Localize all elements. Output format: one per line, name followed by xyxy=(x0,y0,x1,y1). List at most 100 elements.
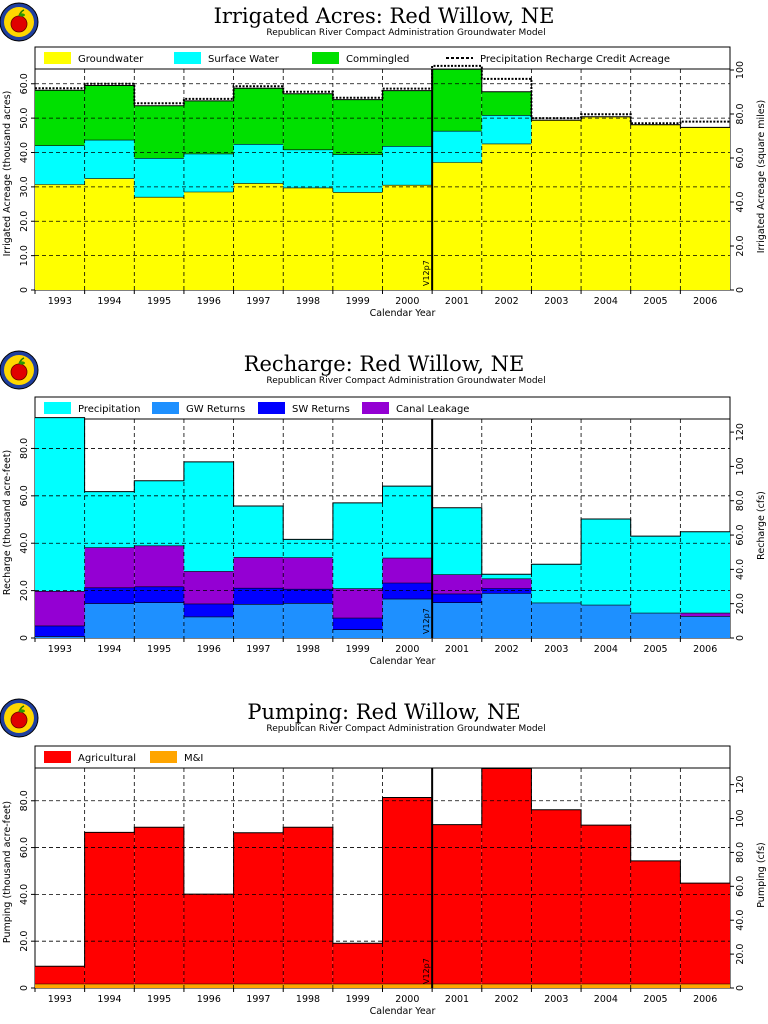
x-tick-label: 1998 xyxy=(296,644,320,655)
legend-label: Commingled xyxy=(346,54,409,65)
bar-segment xyxy=(382,558,433,583)
y-tick-label: 30.0 xyxy=(19,176,30,197)
y-tick-label: 40.0 xyxy=(19,142,30,163)
bar-segment xyxy=(134,158,184,198)
x-tick-label: 2006 xyxy=(693,296,717,307)
bar-segment xyxy=(481,984,532,988)
y2-tick-label: 20.0 xyxy=(735,944,746,965)
bar-segment xyxy=(183,603,234,617)
legend: Precipitation GW Returns SW Returns Canal L… xyxy=(44,402,469,415)
bar-segment xyxy=(531,809,581,985)
x-tick-label: 2006 xyxy=(693,994,717,1005)
y2-tick-label: 0 xyxy=(735,985,746,991)
bar-segment xyxy=(233,604,284,638)
legend-swatch xyxy=(44,402,71,414)
bar-segment xyxy=(84,140,135,179)
y2-tick-label: 40.0 xyxy=(735,559,746,580)
legend-label: GW Returns xyxy=(186,404,245,415)
legend-swatch xyxy=(150,751,177,763)
x-tick-label: 1994 xyxy=(97,644,121,655)
x-tick-label: 1999 xyxy=(346,296,370,307)
bar-segment xyxy=(35,417,85,592)
bar-segment xyxy=(134,197,184,290)
version-marker-label: V12p7 xyxy=(422,260,431,286)
legend-label: Precipitation Recharge Credit Acreage xyxy=(480,54,670,65)
bar-segment xyxy=(332,502,383,589)
bar-segment xyxy=(233,88,284,145)
bar-segment xyxy=(283,557,333,590)
y2-axis-label: Recharge (cfs) xyxy=(756,491,767,560)
y2-tick-label: 40.0 xyxy=(735,191,746,212)
x-tick-label: 1995 xyxy=(147,994,171,1005)
bar-segment xyxy=(84,587,135,604)
bar-segment xyxy=(283,827,333,984)
x-tick-label: 1996 xyxy=(197,644,221,655)
bar-segment xyxy=(35,966,85,984)
bar-segment xyxy=(382,185,433,290)
bar-segment xyxy=(183,984,234,988)
bar-segment xyxy=(84,984,135,988)
y-tick-label: 50.0 xyxy=(19,108,30,129)
y2-tick-label: 0 xyxy=(735,635,746,641)
bar-segment xyxy=(680,531,730,614)
x-tick-label: 2004 xyxy=(594,994,618,1005)
x-tick-label: 2003 xyxy=(544,644,568,655)
y2-tick-label: 100 xyxy=(735,457,746,475)
bar-segment xyxy=(680,613,730,617)
legend-swatch xyxy=(362,402,389,414)
x-tick-label: 1993 xyxy=(48,296,72,307)
bar-segment xyxy=(680,127,730,291)
series-surface-water xyxy=(35,115,532,198)
apple-leaf xyxy=(19,709,25,713)
x-tick-label: 1993 xyxy=(48,644,72,655)
bar-segment xyxy=(581,116,631,291)
y-tick-label: 0 xyxy=(19,287,30,293)
bar-segment xyxy=(35,636,85,638)
x-tick-label: 2002 xyxy=(495,644,519,655)
bar-segment xyxy=(35,591,85,626)
y-tick-label: 40.0 xyxy=(19,533,30,554)
y2-axis-label: Pumping (cfs) xyxy=(756,842,767,908)
legend-swatch xyxy=(44,751,71,763)
x-tick-label: 2001 xyxy=(445,296,469,307)
x-tick-label: 1997 xyxy=(246,296,270,307)
x-tick-label: 1999 xyxy=(346,644,370,655)
bar-segment xyxy=(481,574,532,579)
logo-emblem xyxy=(0,2,39,42)
x-tick-label: 2000 xyxy=(395,644,419,655)
bar-segment xyxy=(35,184,85,290)
bar-segment xyxy=(283,93,333,150)
y-tick-label: 0 xyxy=(19,985,30,991)
y-tick-label: 80.0 xyxy=(19,790,30,811)
y2-tick-label: 20.0 xyxy=(735,593,746,614)
bar-segment xyxy=(481,768,532,985)
x-tick-label: 2001 xyxy=(445,644,469,655)
bar-segment xyxy=(233,588,284,605)
bar-segment xyxy=(134,105,184,159)
x-tick-label: 2003 xyxy=(544,994,568,1005)
bar-segment xyxy=(84,491,135,548)
series-precipitation xyxy=(35,417,730,614)
bar-segment xyxy=(233,984,284,988)
bar-segment xyxy=(432,602,482,638)
x-tick-label: 2003 xyxy=(544,296,568,307)
chart-subtitle: Republican River Compact Administration … xyxy=(266,724,545,734)
apple-icon xyxy=(10,711,28,729)
y-axis-label: Pumping (thousand acre-feet) xyxy=(2,801,13,943)
y2-tick-label: 20.0 xyxy=(735,235,746,256)
bar-segment xyxy=(432,69,482,132)
bar-segment xyxy=(481,115,532,144)
bar-segment xyxy=(84,832,135,985)
bar-segment xyxy=(432,507,482,575)
y2-tick-label: 80.0 xyxy=(735,842,746,863)
bar-segment xyxy=(332,588,383,619)
legend: Groundwater Surface Water Commingled Precip… xyxy=(44,52,670,65)
bar-segment xyxy=(134,602,184,638)
y-tick-label: 10.0 xyxy=(19,245,30,266)
bar-segment xyxy=(680,984,730,988)
legend-label: Surface Water xyxy=(208,54,280,65)
y2-tick-label: 60.0 xyxy=(735,876,746,897)
bar-segment xyxy=(283,539,333,558)
chart-subtitle: Republican River Compact Administration … xyxy=(266,28,545,38)
